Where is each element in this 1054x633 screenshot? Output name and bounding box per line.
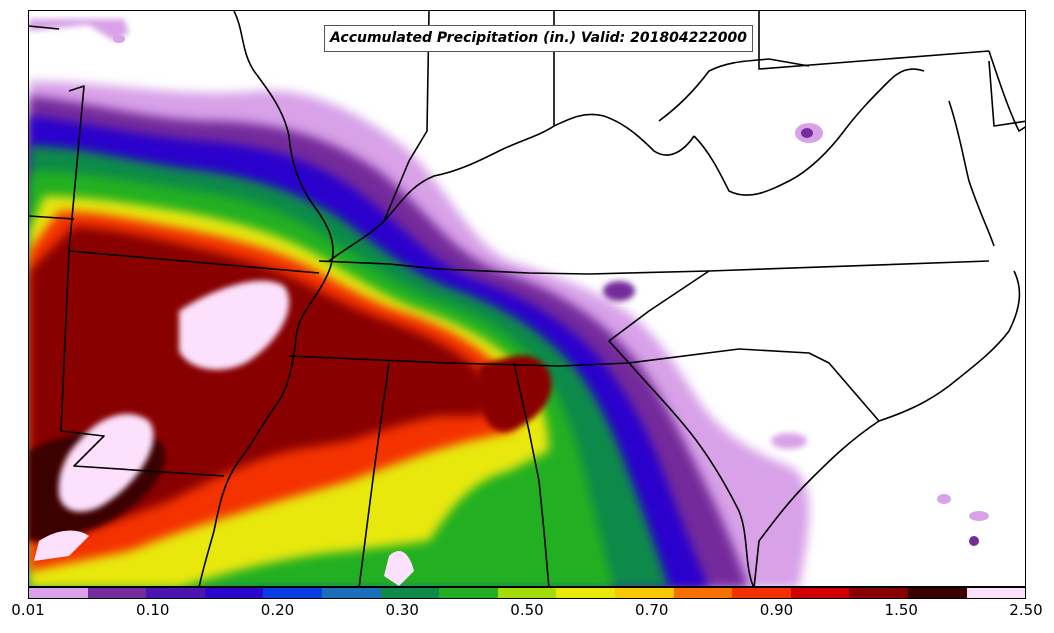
colorbar-segment xyxy=(146,588,205,598)
colorbar-segment xyxy=(732,588,791,598)
precip-band-250-a xyxy=(179,280,290,370)
colorbar-tick-label: 0.30 xyxy=(385,601,419,619)
colorbar-segment xyxy=(849,588,908,598)
wv-north-boundary xyxy=(658,58,810,122)
state-boundaries xyxy=(29,11,1025,586)
nc-sc-boundary xyxy=(738,348,880,422)
colorbar-tick-label: 2.50 xyxy=(1009,601,1043,619)
nc-coast xyxy=(878,270,1021,422)
colorbar-tick-label: 0.50 xyxy=(510,601,544,619)
ms-al-boundary xyxy=(358,362,390,586)
al-ga-boundary xyxy=(513,362,550,586)
colorbar-tick-label: 1.50 xyxy=(884,601,918,619)
colorbar-segment xyxy=(380,588,440,598)
colorbar-tick-label: 0.70 xyxy=(635,601,669,619)
arkansas-boundary xyxy=(60,250,225,477)
colorbar-segment xyxy=(673,588,733,598)
colorbar-segment xyxy=(87,588,147,598)
colorbar-segment xyxy=(556,588,615,598)
kansas-border xyxy=(29,215,75,220)
precipitation-field xyxy=(29,19,989,586)
precip-band-250-c xyxy=(34,530,89,561)
precip-band-150-east xyxy=(478,355,552,432)
tn-south-boundary xyxy=(288,348,740,367)
ga-sc-boundary xyxy=(628,362,755,586)
mississippi-river-boundary xyxy=(198,11,334,586)
illinois-indiana-boundary xyxy=(383,11,430,222)
colorbar-segment xyxy=(439,588,498,598)
precip-cell xyxy=(603,281,635,301)
wv-va-boundary xyxy=(693,68,925,196)
colorbar-segment xyxy=(497,588,557,598)
colorbar-segment xyxy=(790,588,850,598)
precip-band-250-d xyxy=(384,551,414,586)
colorbar-tick-label: 0.01 xyxy=(11,601,45,619)
colorbar-segment xyxy=(29,588,88,598)
map-canvas xyxy=(29,11,1025,586)
precip-cell xyxy=(969,536,979,546)
colorbar-segment xyxy=(204,588,264,598)
precipitation-colorbar xyxy=(28,587,1026,599)
sc-coast xyxy=(753,420,880,586)
precip-cell xyxy=(801,128,813,138)
colorbar-segment xyxy=(263,588,322,598)
precip-cell xyxy=(113,35,125,43)
missouri-iowa-boundary xyxy=(29,25,60,30)
colorbar-tick-label: 0.90 xyxy=(759,601,794,619)
precipitation-map: Accumulated Precipitation (in.) Valid: 2… xyxy=(28,10,1026,587)
colorbar-tick-label: 0.20 xyxy=(260,601,295,619)
colorbar-tick-label: 0.10 xyxy=(136,601,170,619)
precip-cell xyxy=(937,494,951,504)
colorbar-segment xyxy=(907,588,967,598)
pa-md-boundary xyxy=(758,11,990,70)
colorbar-segment xyxy=(614,588,674,598)
chesapeake-coast xyxy=(948,50,1025,247)
precip-band-250-b xyxy=(58,413,154,512)
precip-band-trace xyxy=(29,19,129,41)
missouri-boundary xyxy=(68,85,320,274)
colorbar-segment xyxy=(321,588,381,598)
map-title: Accumulated Precipitation (in.) Valid: 2… xyxy=(324,25,754,52)
precip-cell xyxy=(771,433,807,449)
colorbar-segment xyxy=(966,588,1026,598)
tn-nc-boundary xyxy=(608,270,710,364)
precip-cell xyxy=(969,511,989,521)
